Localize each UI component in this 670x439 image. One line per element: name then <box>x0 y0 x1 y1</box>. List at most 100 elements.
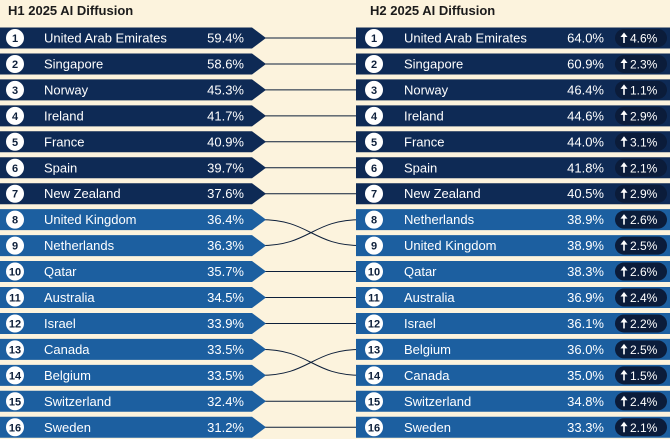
left-row-bar <box>0 416 266 438</box>
change-badge <box>615 184 667 203</box>
value-label: 36.4% <box>207 212 244 227</box>
right-row: 6 Spain 41.8% 2.1% <box>356 157 670 179</box>
change-value: 1.1% <box>630 83 658 97</box>
country-name: United Arab Emirates <box>404 31 527 46</box>
country-name: Singapore <box>404 56 463 71</box>
rank-number: 1 <box>12 33 18 45</box>
rank-circle <box>5 131 25 152</box>
rank-number: 3 <box>12 85 18 97</box>
rank-number: 11 <box>9 293 21 305</box>
right-row-bar <box>356 53 670 75</box>
up-arrow-head <box>620 214 628 219</box>
up-arrow-icon <box>620 58 628 69</box>
change-value: 2.9% <box>630 187 658 201</box>
country-name: Norway <box>44 82 89 97</box>
rank-circle <box>5 183 25 204</box>
connector-line <box>259 348 363 376</box>
rank-circle <box>364 313 384 334</box>
left-row-bar <box>0 364 266 386</box>
country-name: Israel <box>404 316 436 331</box>
country-name: Australia <box>44 290 95 305</box>
rank-circle <box>364 53 384 74</box>
right-row: 12 Israel 36.1% 2.2% <box>356 312 670 334</box>
left-row-bar <box>0 209 266 231</box>
change-badge <box>615 80 667 99</box>
right-row-bar <box>356 390 670 412</box>
left-row-bar <box>0 390 266 412</box>
value-label: 34.5% <box>207 290 244 305</box>
value-label: 40.9% <box>207 134 244 149</box>
right-row: 10 Qatar 38.3% 2.6% <box>356 261 670 283</box>
left-row: 10 Qatar 35.7% <box>0 261 266 283</box>
country-name: Switzerland <box>44 394 111 409</box>
rank-circle <box>5 79 25 100</box>
country-name: Switzerland <box>404 394 471 409</box>
rank-number: 12 <box>9 318 21 330</box>
value-label: 35.7% <box>207 264 244 279</box>
country-name: New Zealand <box>44 186 121 201</box>
left-row: 4 Ireland 41.7% <box>0 105 266 127</box>
right-row-bar <box>356 27 670 49</box>
value-label: 44.6% <box>567 108 604 123</box>
value-label: 38.9% <box>567 212 604 227</box>
left-row-bar <box>0 79 266 101</box>
country-name: Ireland <box>404 108 444 123</box>
rank-circle <box>364 131 384 152</box>
change-badge <box>615 262 667 281</box>
up-arrow-head <box>620 240 628 245</box>
rank-circle <box>364 235 384 256</box>
left-row-bar <box>0 261 266 283</box>
up-arrow-head <box>620 162 628 167</box>
value-label: 64.0% <box>567 31 604 46</box>
change-value: 1.5% <box>630 369 658 383</box>
value-label: 60.9% <box>567 56 604 71</box>
up-arrow-icon <box>620 369 628 381</box>
up-arrow-icon <box>620 110 628 121</box>
left-rankings: 1 United Arab Emirates 59.4% 2 Singapore 58.6… <box>0 27 266 438</box>
right-row-bar <box>356 287 670 308</box>
country-name: Norway <box>404 82 449 97</box>
left-row-bar <box>0 53 266 75</box>
up-arrow-head <box>620 136 628 141</box>
country-name: France <box>404 134 444 149</box>
value-label: 33.5% <box>207 342 244 357</box>
right-row: 15 Switzerland 34.8% 2.4% <box>356 390 670 412</box>
rank-circle <box>364 417 384 438</box>
rank-number: 15 <box>368 396 380 408</box>
change-value: 2.3% <box>630 57 658 71</box>
change-value: 2.6% <box>630 213 658 227</box>
rank-number: 8 <box>12 215 18 227</box>
change-badge <box>615 288 667 307</box>
right-row: 2 Singapore 60.9% 2.3% <box>356 53 670 75</box>
left-row-bar <box>0 183 266 205</box>
rank-circle <box>364 183 384 204</box>
value-label: 41.8% <box>567 160 604 175</box>
rank-number: 6 <box>371 163 377 175</box>
right-row-bar <box>356 79 670 101</box>
rank-number: 12 <box>368 318 380 330</box>
rank-number: 3 <box>371 85 377 97</box>
left-row: 2 Singapore 58.6% <box>0 53 266 75</box>
rank-circle <box>364 391 384 412</box>
right-row: 7 New Zealand 40.5% 2.9% <box>356 183 670 205</box>
up-arrow-icon <box>620 240 628 251</box>
change-value: 2.1% <box>630 421 658 435</box>
value-label: 33.3% <box>567 420 604 435</box>
right-row: 3 Norway 46.4% 1.1% <box>356 79 670 101</box>
change-value: 2.9% <box>630 109 658 123</box>
rank-circle <box>5 235 25 256</box>
up-arrow-head <box>620 266 628 271</box>
change-value: 2.6% <box>630 265 658 279</box>
country-name: United Kingdom <box>44 212 137 227</box>
up-arrow-head <box>620 32 628 37</box>
value-label: 35.0% <box>567 368 604 383</box>
change-badge <box>615 158 667 177</box>
rank-connectors <box>259 37 363 428</box>
rank-number: 5 <box>371 137 377 149</box>
rank-circle <box>5 209 25 230</box>
rank-circle <box>5 28 25 48</box>
rank-circle <box>364 105 384 126</box>
right-row-bar <box>356 364 670 386</box>
left-row-bar <box>0 27 266 49</box>
up-arrow-head <box>620 343 628 349</box>
